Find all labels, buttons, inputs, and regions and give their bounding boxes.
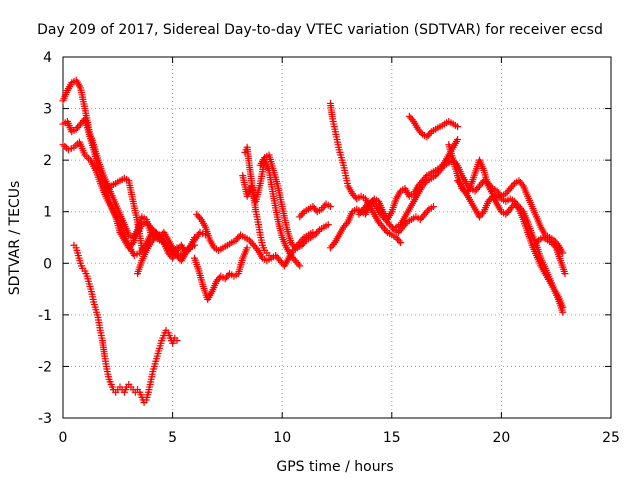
data-point-interp	[299, 209, 307, 217]
data-point-interp	[329, 240, 337, 248]
data-point-interp	[395, 237, 403, 245]
x-tick-label: 25	[602, 430, 620, 446]
data-point-interp	[424, 207, 432, 215]
data-point-interp	[294, 260, 302, 268]
data-point-interp	[513, 203, 521, 211]
data-point-interp	[362, 202, 370, 210]
series-track-18	[445, 141, 567, 316]
chart-title: Day 209 of 2017, Sidereal Day-to-day VTE…	[37, 22, 603, 38]
plot-frame	[62, 56, 612, 419]
series-track-10	[241, 143, 273, 260]
data-point-interp	[382, 227, 390, 235]
data-point-interp	[439, 163, 447, 171]
y-tick-label: 4	[43, 50, 52, 66]
data-point	[559, 249, 567, 257]
x-tick-label: 20	[492, 430, 510, 446]
series-track-13	[326, 99, 405, 247]
data-point	[454, 123, 462, 131]
data-point	[454, 136, 462, 144]
data-point-interp	[172, 246, 180, 254]
series-track-11	[256, 151, 317, 252]
data-point	[138, 244, 146, 252]
y-tick-label: -2	[38, 359, 52, 375]
x-tick-label: 5	[168, 430, 177, 446]
data-point	[397, 239, 405, 247]
x-tick-label: 15	[383, 430, 401, 446]
y-tick-label: -3	[38, 411, 52, 427]
data-point	[561, 270, 569, 278]
data-point-interp	[426, 129, 434, 137]
data-point-interp	[551, 242, 559, 250]
y-tick-label: -1	[38, 308, 52, 324]
data-point-interp	[371, 201, 379, 209]
data-point-interp	[389, 224, 397, 232]
y-tick-label: 3	[43, 102, 52, 118]
data-point	[309, 228, 317, 236]
x-axis-label: GPS time / hours	[276, 459, 393, 475]
data-point-interp	[478, 209, 486, 217]
data-point-interp	[61, 142, 69, 150]
data-point	[173, 337, 181, 345]
data-point-interp	[533, 238, 541, 246]
series-track-17	[405, 112, 462, 141]
data-marks	[59, 76, 569, 407]
data-point-interp	[456, 180, 464, 188]
data-point-interp	[518, 180, 526, 188]
y-tick-label: 1	[43, 205, 52, 221]
series-track-7	[191, 244, 251, 303]
data-point-interp	[106, 184, 114, 192]
series-track-20	[530, 234, 569, 278]
x-tick-label: 10	[273, 430, 291, 446]
data-point	[559, 303, 567, 311]
series-track-1	[59, 76, 199, 262]
series-track-4	[103, 174, 146, 252]
data-point	[296, 262, 304, 270]
series-track-12	[296, 200, 334, 221]
y-tick-label: 2	[43, 153, 52, 169]
data-point	[429, 203, 437, 211]
data-point	[324, 221, 332, 229]
data-point	[59, 141, 67, 149]
data-point-interp	[421, 178, 429, 186]
data-point	[243, 244, 251, 252]
data-point-interp	[408, 116, 416, 124]
series-track-15	[355, 197, 437, 236]
data-point-interp	[417, 129, 425, 137]
y-axis-label: SDTVAR / TECUs	[7, 181, 23, 296]
axis-ticks: 0 5 10 15 20 25 -3 -2 -1 0 1 2 3 4	[38, 50, 620, 446]
data-point	[173, 244, 181, 252]
data-point-interp	[253, 245, 261, 253]
data-point	[326, 203, 334, 211]
data-point-interp	[196, 214, 204, 222]
y-tick-label: 0	[43, 256, 52, 272]
data-point-interp	[509, 181, 517, 189]
series-track-5	[134, 234, 181, 278]
data-point	[265, 252, 273, 260]
series-track-9	[239, 156, 304, 270]
data-point-interp	[314, 227, 322, 235]
data-point-interp	[342, 220, 350, 228]
series-track-6	[70, 241, 181, 407]
data-point-interp	[299, 235, 307, 243]
x-tick-label: 0	[59, 430, 68, 446]
